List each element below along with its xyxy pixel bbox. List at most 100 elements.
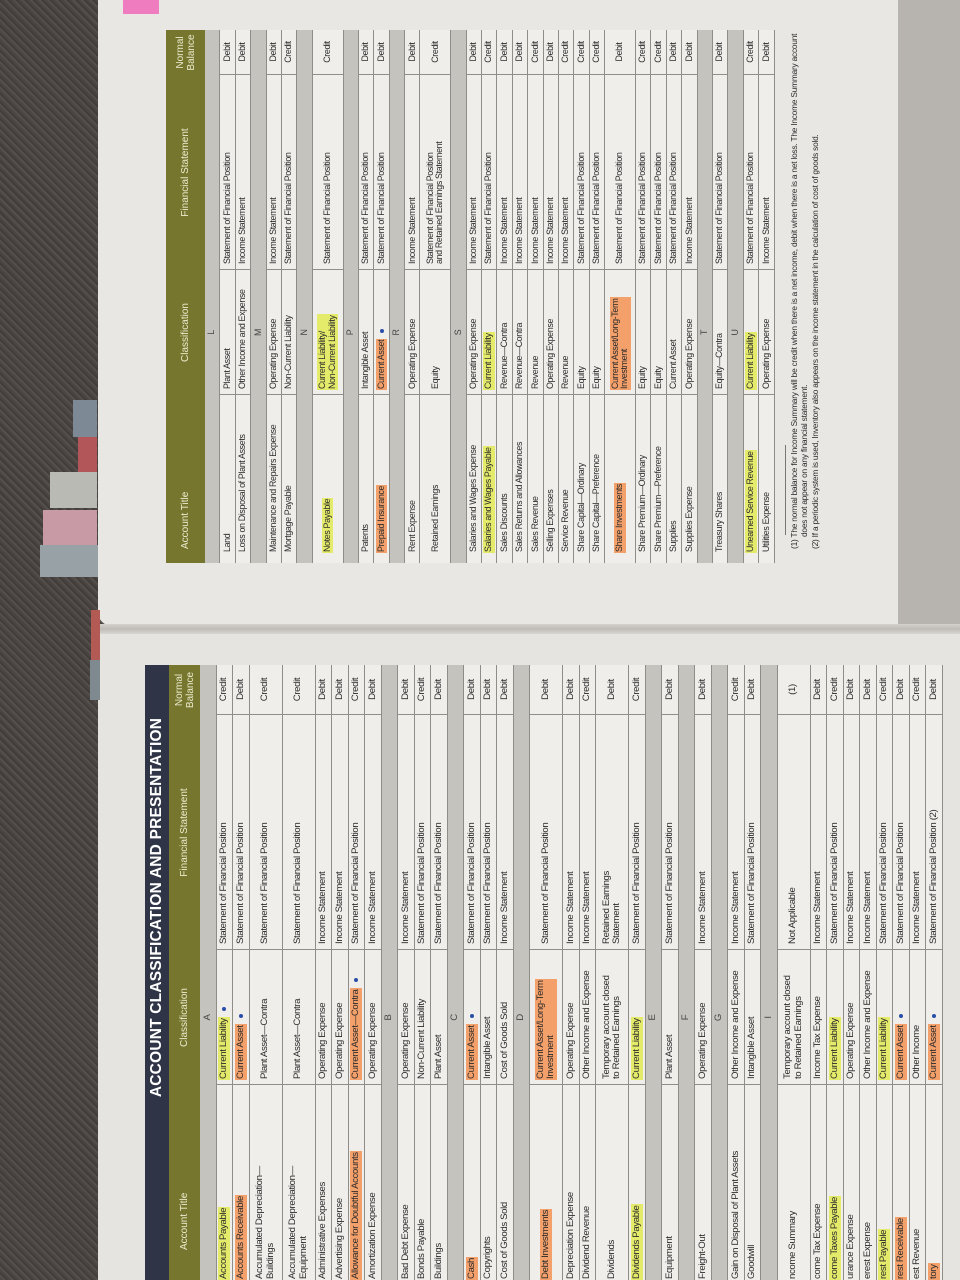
table-row: Maintenance and Repairs Expense Operating… [266, 30, 282, 563]
normal-balance-text: Credit [292, 677, 304, 702]
account-title-text: erest Expense [861, 1222, 873, 1279]
pen-mark-dot-icon [898, 1014, 903, 1019]
account-title-cell: Share Capital—Preference [589, 395, 606, 563]
spacer-cell [297, 75, 313, 270]
table-row: Accumulated Depreciation— Equipment Plant… [282, 665, 316, 1280]
footnote-1: (1) The normal balance for Income Summar… [788, 33, 810, 549]
spacer-cell [513, 1085, 530, 1280]
account-title-cell: Mortgage Payable [281, 395, 298, 563]
classification-cell: Operating Expense [543, 270, 560, 395]
spacer-cell [381, 665, 398, 715]
table-row: Rent Expense Operating Expense Income Stat… [405, 30, 421, 563]
table-row: Debt Investments Current Asset/Long-Term … [530, 665, 563, 1280]
spacer-cell [513, 715, 530, 950]
table-row: Share Capital—Preference Equity Statement … [589, 30, 606, 563]
financial-statement-text: Income Statement [529, 197, 540, 264]
classification-text: Operating Expense [468, 318, 479, 389]
financial-statement-text: Income Statement [760, 197, 771, 264]
normal-balance-cell: Debit [315, 665, 332, 715]
financial-statement-cell: Income Statement [579, 715, 596, 950]
normal-balance-cell: Credit [589, 30, 606, 75]
table-row: urance Expense Operating Expense Income St… [843, 665, 860, 1280]
normal-balance-text: Debit [614, 42, 625, 62]
classification-text: Temporary account closed to Retained Ear… [600, 975, 622, 1079]
spacer-cell [447, 715, 464, 950]
spacer-cell [297, 395, 313, 563]
financial-statement-cell: Statement of Financial Position and Reta… [420, 75, 452, 270]
normal-balance-cell: Debit [860, 665, 877, 715]
normal-balance-text: Debit [812, 679, 824, 700]
financial-statement-text: Income Statement [366, 871, 378, 944]
classification-cell: Current Asset [666, 270, 683, 395]
account-title-cell: Accounts Receivable [233, 1085, 250, 1280]
normal-balance-text: Debit [267, 42, 278, 62]
normal-balance-cell: Credit [728, 665, 745, 715]
account-title-cell: Accumulated Depreciation— Equipment [282, 1085, 316, 1280]
normal-balance-text: Debit [605, 679, 617, 700]
financial-statement-text: Statement of Financial Position [360, 152, 371, 265]
table-row: Buildings Plant Asset Statement of Financi… [431, 665, 448, 1280]
account-title-text: Land [221, 533, 232, 552]
table-row: Dividends Payable Current Liability Statem… [629, 665, 646, 1280]
financial-statement-cell: Income Statement [497, 75, 513, 270]
normal-balance-text: Credit [729, 677, 741, 702]
financial-statement-text: Statement of Financial Position [746, 822, 758, 944]
classification-text: Operating Expense [406, 318, 417, 389]
section-letter: F [678, 950, 695, 1085]
spacer-cell [711, 665, 728, 715]
normal-balance-text: Debit [927, 679, 939, 700]
pen-mark-dot-icon [469, 1014, 474, 1019]
spacer-cell [343, 395, 359, 563]
spacer-cell [447, 665, 464, 715]
financial-statement-cell: Statement of Financial Position [233, 715, 250, 950]
normal-balance-cell: Debit [358, 30, 375, 75]
normal-balance-cell: Credit [559, 30, 575, 75]
footnote-rule [784, 445, 786, 535]
section-letter: U [728, 270, 744, 395]
account-title-text: Share Capital—Preference [591, 454, 602, 552]
account-title-cell: Buildings [431, 1085, 448, 1280]
spacer-cell [678, 1085, 695, 1280]
header-normal-balance: Normal Balance [173, 671, 196, 709]
classification-text-highlighted: Current Liability [745, 332, 757, 390]
book-gutter [98, 624, 960, 634]
account-title-text-highlighted: Dividends Payable [630, 1204, 643, 1280]
header-account-title: Account Title [180, 491, 191, 549]
financial-statement-cell: Statement of Financial Position [281, 75, 298, 270]
normal-balance-text: Credit [350, 677, 362, 702]
account-title-text: Share Premium—Ordinary [637, 455, 648, 552]
financial-statement-text: Income Statement [468, 197, 479, 264]
financial-statement-cell: Statement of Financial Position [827, 715, 844, 950]
classification-text: Temporary account closed to Retained Ear… [782, 975, 804, 1079]
financial-statement-cell: Statement of Financial Position [629, 715, 646, 950]
normal-balance-cell: Credit [827, 665, 844, 715]
classification-text-highlighted: Current Asset [894, 1024, 907, 1080]
normal-balance-text: Debit [714, 42, 725, 62]
table-row: Supplies Expense Operating Expense Income … [682, 30, 698, 563]
table-row: Sales Discounts Revenue—Contra Income Stat… [497, 30, 513, 563]
normal-balance-cell: Credit [743, 30, 760, 75]
spacer-cell [343, 75, 359, 270]
account-title-cell: Cost of Goods Sold [497, 1085, 514, 1280]
normal-balance-cell: Credit [282, 665, 316, 715]
normal-balance-text: Debit [683, 42, 694, 62]
header-classification: Classification [180, 303, 191, 362]
classification-text-highlighted: Current Asset [927, 1024, 940, 1080]
section-letter: A [200, 950, 217, 1085]
spacer-cell [447, 1085, 464, 1280]
spacer-cell [761, 665, 778, 715]
normal-balance-cell: Debit [666, 30, 683, 75]
normal-balance-text: Credit [529, 41, 540, 63]
classification-cell: Equity [420, 270, 452, 395]
classification-cell: Operating Expense [405, 270, 421, 395]
financial-statement-cell: Statement of Financial Position [249, 715, 283, 950]
section-letter-row: M [251, 30, 267, 563]
section-letter: M [251, 270, 267, 395]
spacer-cell [761, 715, 778, 950]
spacer-cell [451, 395, 467, 563]
classification-cell: Current Asset [893, 950, 910, 1085]
account-title-text: Gain on Disposal of Plant Assets [729, 1151, 741, 1279]
account-title-text-highlighted: Notes Payable [321, 497, 334, 553]
account-title-text: Treasury Shares [714, 491, 725, 552]
header-normal-balance: Normal Balance [174, 34, 197, 71]
